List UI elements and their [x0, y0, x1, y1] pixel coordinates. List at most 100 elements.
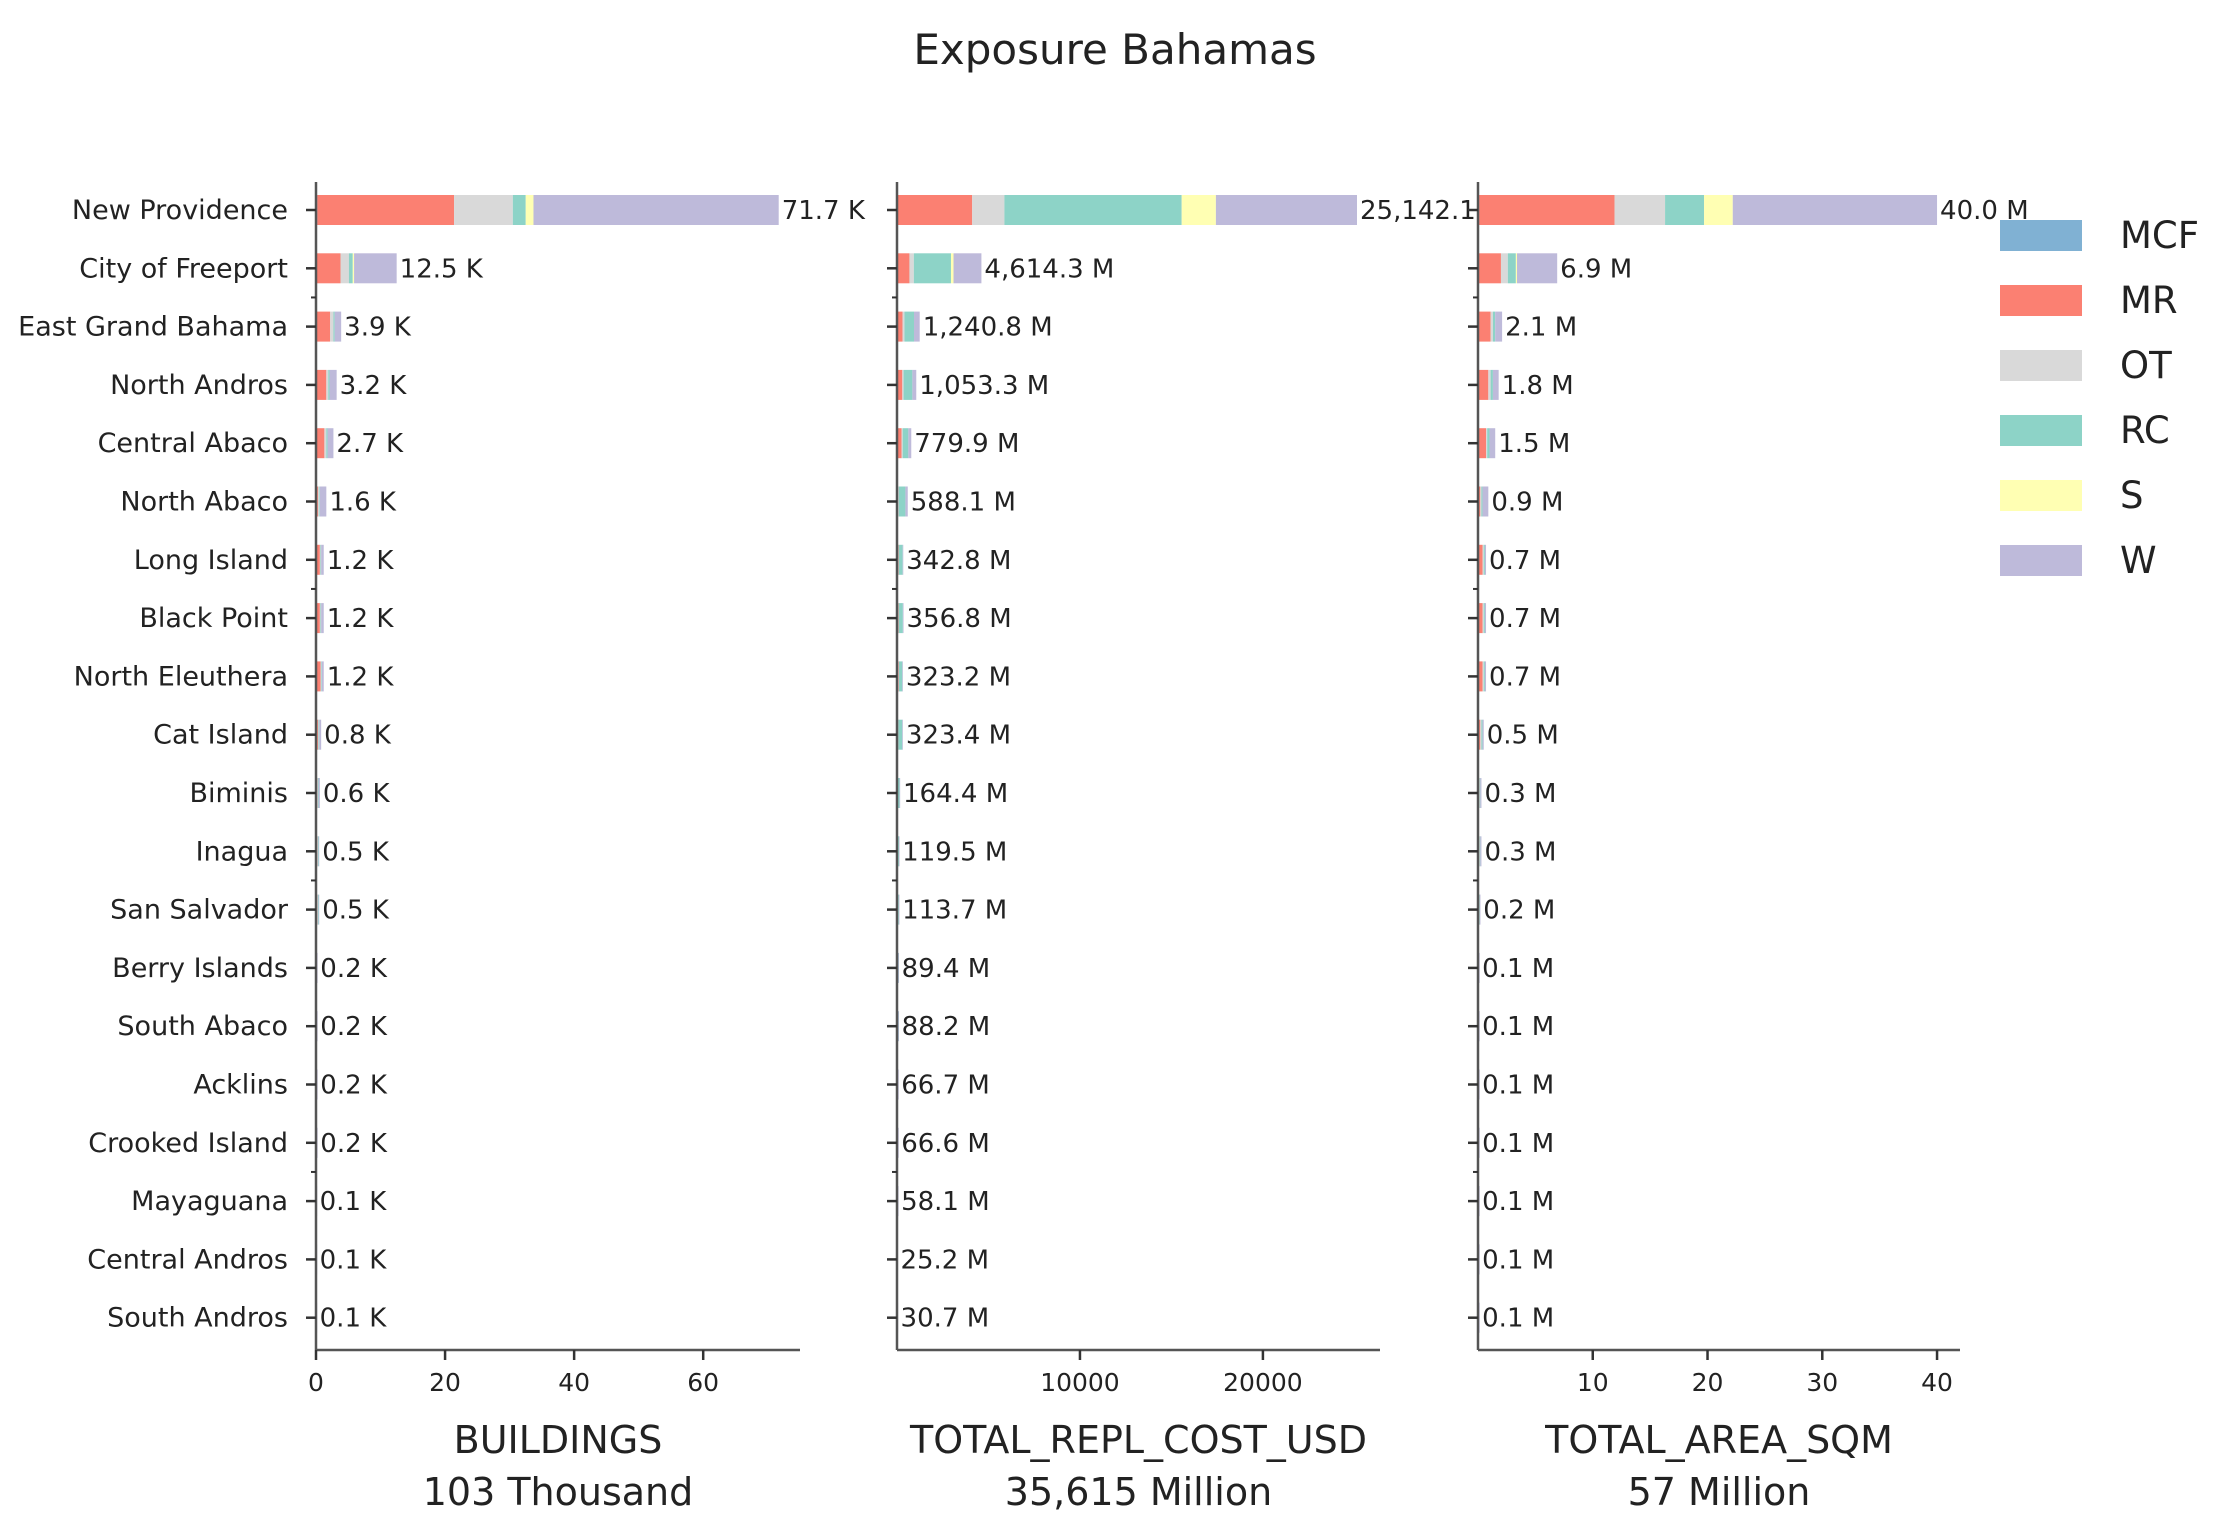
bar-segment-rc: [512, 195, 526, 225]
bar-segment-ot: [898, 544, 900, 575]
bar-segment-w: [1479, 1302, 1480, 1333]
bar-segment-mr: [316, 428, 325, 459]
value-label: 89.4 M: [902, 954, 991, 984]
bar-segment-ot: [324, 428, 327, 459]
value-label: 113.7 M: [902, 896, 1007, 926]
chart-legend: MCF MR OT RC SW: [2000, 214, 2199, 582]
value-label: 3.2 K: [340, 371, 408, 401]
value-label: 1.2 K: [327, 546, 395, 576]
x-axis-subtitle: 35,615 Million: [1005, 1470, 1272, 1514]
bar-segment-ot: [317, 894, 318, 925]
y-tick-label: North Andros: [110, 370, 288, 401]
bar-segment-w: [908, 428, 912, 459]
bar-segment-ot: [319, 544, 321, 575]
bar-segment-w: [316, 1127, 318, 1158]
bar-segment-w: [1489, 428, 1496, 459]
value-label: 0.1 M: [1482, 1187, 1554, 1217]
value-label: 1.8 M: [1502, 371, 1574, 401]
bar-segment-rc: [1004, 195, 1182, 225]
bar-segment-rc: [904, 311, 915, 342]
value-label: 0.8 K: [324, 721, 392, 751]
bar-segment-w: [898, 1011, 900, 1042]
bar-segment-w: [1480, 836, 1482, 867]
bar-segment-mr: [316, 369, 327, 400]
bar-segment-ot: [320, 661, 322, 692]
bar-segment-rc: [320, 544, 322, 575]
bar-segment-ot: [909, 253, 914, 284]
bar-segment-rc: [317, 778, 319, 808]
bar-segment-w: [321, 544, 324, 575]
bar-segment-w: [898, 952, 900, 983]
value-label: 323.2 M: [906, 662, 1011, 692]
y-tick-label: New Providence: [72, 195, 288, 226]
value-label: 71.7 K: [782, 196, 866, 226]
x-tick-label: 30: [1806, 1368, 1838, 1397]
value-label: 0.7 M: [1489, 662, 1561, 692]
bar-segment-mr: [317, 195, 455, 225]
panel-3: 40.0 M6.9 M2.1 M1.8 M1.5 M0.9 M0.7 M0.7 …: [1468, 182, 2029, 1514]
y-tick-label: Central Abaco: [98, 428, 288, 459]
bar-segment-ot: [1488, 369, 1491, 400]
panel-2: 25,142.1 M4,614.3 M1,240.8 M1,053.3 M779…: [887, 182, 1506, 1514]
bar-segment-w: [899, 778, 901, 808]
value-label: 66.7 M: [901, 1071, 990, 1101]
value-label: 342.8 M: [906, 546, 1011, 576]
y-tick-label: City of Freeport: [79, 253, 288, 284]
y-tick-label: Crooked Island: [88, 1128, 288, 1159]
bar-segment-rc: [897, 836, 899, 867]
y-tick-label: Berry Islands: [112, 953, 288, 984]
bar-segment-w: [354, 253, 397, 284]
bar-segment-ot: [1490, 311, 1493, 342]
value-label: 1.2 K: [327, 662, 395, 692]
bar-segment-w: [1479, 952, 1480, 983]
bar-segment-ot: [898, 486, 899, 517]
bar-segment-mr: [1478, 661, 1483, 692]
bar-segment-w: [1215, 195, 1357, 225]
bar-segment-w: [319, 719, 322, 750]
x-tick-label: 60: [687, 1368, 719, 1397]
value-label: 0.1 K: [320, 1304, 388, 1334]
value-label: 0.1 M: [1482, 1071, 1554, 1101]
legend-label-s: S: [2120, 474, 2144, 517]
bar-segment-ot: [319, 603, 321, 634]
x-axis-title: BUILDINGS: [454, 1418, 663, 1462]
value-label: 0.5 M: [1487, 721, 1559, 751]
bar-segment-w: [321, 603, 324, 634]
bar-segment-ot: [1479, 836, 1480, 867]
bar-segment-rc: [899, 661, 903, 692]
bar-segment-w: [321, 661, 324, 692]
bar-segment-rc: [348, 253, 353, 284]
bar-segment-ot: [972, 195, 1005, 225]
bar-segment-rc: [1665, 195, 1705, 225]
bar-segment-rc: [1483, 603, 1485, 634]
bar-segment-ot: [902, 369, 904, 400]
value-label: 4,614.3 M: [984, 254, 1114, 284]
bar-segment-ot: [454, 195, 513, 225]
legend-label-ot: OT: [2120, 344, 2172, 387]
bar-segment-ot: [901, 428, 903, 459]
value-label: 0.2 K: [320, 954, 388, 984]
value-label: 0.1 K: [320, 1187, 388, 1217]
bar-segment-ot: [1486, 428, 1488, 459]
bar-segment-rc: [897, 778, 900, 808]
value-label: 3.9 K: [344, 313, 412, 343]
y-tick-label: North Eleuthera: [74, 661, 288, 692]
bar-segment-ot: [902, 311, 905, 342]
bar-segment-ot: [1479, 894, 1480, 925]
bar-segment-w: [902, 603, 904, 634]
value-label: 0.7 M: [1489, 546, 1561, 576]
legend-swatch-mcf: [2000, 220, 2082, 251]
bar-segment-rc: [898, 603, 903, 634]
bar-segment-rc: [317, 836, 319, 867]
bar-segment-ot: [1482, 544, 1484, 575]
bar-segment-mr: [897, 195, 973, 225]
value-label: 323.4 M: [906, 721, 1011, 751]
bar-segment-w: [912, 369, 917, 400]
bar-segment-s: [525, 195, 534, 225]
value-label: 0.1 M: [1482, 954, 1554, 984]
value-label: 0.1 M: [1482, 1129, 1554, 1159]
bar-segment-w: [316, 1069, 318, 1100]
value-label: 0.5 K: [322, 837, 390, 867]
y-tick-label: Acklins: [193, 1070, 288, 1101]
